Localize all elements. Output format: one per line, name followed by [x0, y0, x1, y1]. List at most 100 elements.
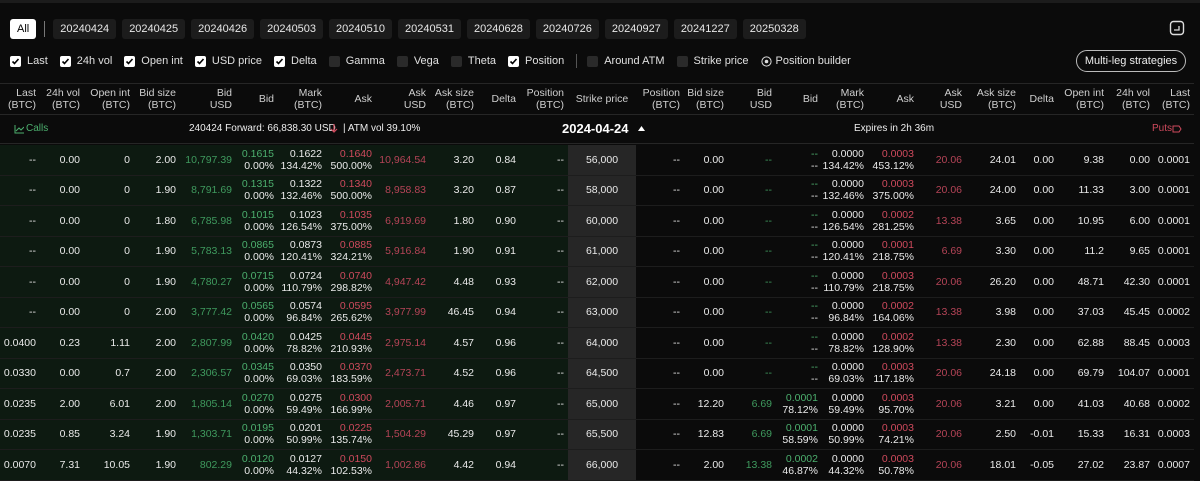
option[interactable]: Open int — [124, 55, 183, 67]
position-builder[interactable]: Position builder — [760, 55, 851, 67]
put-ask: 0.0003 95.70% — [868, 389, 918, 419]
call-ask: 0.1640 500.00% — [326, 145, 376, 175]
expiry-tab[interactable]: 20240726 — [535, 19, 599, 39]
put-ask: 0.0002 128.90% — [868, 328, 918, 358]
call-side-bg — [0, 297, 568, 327]
call-volume: 7.31 — [40, 450, 84, 480]
expiry-tab[interactable]: All — [10, 19, 37, 39]
cell-value: 0.00 — [1033, 214, 1054, 227]
call-last: 0.0235 — [0, 420, 40, 450]
cell-value: 23.87 — [1123, 458, 1150, 471]
cell-line: 132.46% — [822, 190, 864, 203]
call-side-bg — [0, 328, 568, 358]
expiry-tab[interactable]: 20240503 — [260, 19, 324, 39]
option[interactable]: Position — [508, 55, 564, 67]
column-header: Strike price — [575, 93, 629, 105]
option-row[interactable]: 0.0235 0.85 3.24 1.90 1,303.71 0.0195 0.00% 0.0… — [0, 419, 1194, 450]
option[interactable]: Gamma — [328, 55, 385, 67]
cell-line: -- — [811, 190, 818, 203]
option-row[interactable]: 0.0330 0.00 0.7 2.00 2,306.57 0.0345 0.00% 0.03… — [0, 358, 1194, 389]
option[interactable]: Vega — [396, 55, 439, 67]
column-header: Bid USD — [180, 84, 236, 114]
option[interactable]: 24h vol — [59, 55, 112, 67]
cell-value: 0.87 — [495, 184, 516, 197]
call-side-bg — [0, 450, 568, 480]
put-position: -- — [636, 298, 684, 328]
option-label: USD price — [211, 55, 262, 67]
option-label: Theta — [467, 55, 497, 67]
cell-value: 2.00 — [703, 458, 724, 471]
cell-line: 0.0000 — [831, 391, 864, 404]
strike-bg — [568, 297, 636, 327]
call-delta: 0.90 — [478, 206, 520, 236]
expiry-tab[interactable]: 20240927 — [604, 19, 668, 39]
option-row[interactable]: -- 0.00 0 1.80 6,785.98 0.1015 0.00% 0.1023 126.… — [0, 206, 1194, 237]
forward-price: 240424 Forward: 66,838.30 USD — [189, 123, 336, 134]
column-header-line: Bid — [802, 93, 818, 105]
option[interactable]: Theta — [450, 55, 497, 67]
column-header-line: Position — [642, 87, 680, 99]
cell-value: 1,504.29 — [385, 428, 426, 441]
cell-line: 50.78% — [878, 464, 914, 477]
call-position: -- — [520, 389, 568, 419]
put-bid-usd: 13.38 — [728, 450, 776, 480]
call-bid-usd: 8,791.69 — [180, 176, 236, 206]
cell-line: 78.12% — [782, 403, 818, 416]
expiry-date[interactable]: 2024-04-24 — [562, 121, 629, 136]
expiry-tab[interactable]: 20240425 — [122, 19, 186, 39]
option-row[interactable]: -- 0.00 0 1.90 8,791.69 0.1315 0.00% 0.1322 132.… — [0, 175, 1194, 206]
expiry-tab[interactable]: 20240424 — [53, 19, 117, 39]
option-row[interactable]: -- 0.00 0 2.00 10,797.39 0.1615 0.00% 0.1622 134… — [0, 145, 1194, 176]
call-last: 0.0070 — [0, 450, 40, 480]
call-bid-usd: 4,780.27 — [180, 267, 236, 297]
strike-bg — [568, 206, 636, 236]
option-row[interactable]: -- 0.00 0 2.00 3,777.42 0.0565 0.00% 0.0574 96.8… — [0, 297, 1194, 328]
option-row[interactable]: -- 0.00 0 1.90 4,780.27 0.0715 0.00% 0.0724 110.… — [0, 267, 1194, 298]
call-open-interest: 0 — [84, 206, 134, 236]
cell-value: 46.45 — [447, 306, 474, 319]
put-delta: 0.00 — [1020, 267, 1058, 297]
cell-value: 3,777.42 — [191, 306, 232, 319]
option-row[interactable]: -- 0.00 0 1.90 5,783.13 0.0865 0.00% 0.0873 120.… — [0, 236, 1194, 267]
expiry-tab[interactable]: 20240628 — [466, 19, 530, 39]
multi-leg-button[interactable]: Multi-leg strategies — [1076, 50, 1186, 72]
column-header: Mark (BTC) — [278, 84, 326, 114]
cell-line: 0.1322 — [289, 178, 322, 191]
option[interactable]: Delta — [274, 55, 317, 67]
option-row[interactable]: 0.0070 7.31 10.05 1.90 802.29 0.0120 0.00% 0.01… — [0, 450, 1194, 481]
cell-value: -- — [673, 214, 680, 227]
expand-icon[interactable] — [1169, 20, 1185, 36]
cell-line: -- — [811, 220, 818, 233]
expiry-tab[interactable]: 20240531 — [398, 19, 461, 39]
expiry-tab[interactable]: 20241227 — [673, 19, 737, 39]
cell-line: 134.42% — [280, 159, 322, 172]
column-header-line: (BTC) — [988, 99, 1016, 111]
cell-value: 0.84 — [495, 153, 516, 166]
expiry-tab[interactable]: 20240426 — [191, 19, 255, 39]
option-row[interactable]: 0.0235 2.00 6.01 2.00 1,805.14 0.0270 0.00% 0.0… — [0, 389, 1194, 420]
option[interactable]: USD price — [194, 55, 262, 67]
strike-bg — [568, 145, 636, 175]
call-side-bg — [0, 206, 568, 236]
option[interactable]: Around ATM — [587, 55, 665, 67]
cell-value: 0.0001 — [1157, 275, 1190, 288]
expiry-tab[interactable]: 20240510 — [329, 19, 392, 39]
column-header: Position (BTC) — [636, 84, 684, 114]
cell-line: 74.21% — [878, 434, 914, 447]
call-mark: 0.1322 132.46% — [278, 176, 326, 206]
atm-vol: | ATM vol 39.10% — [343, 123, 421, 134]
cell-value: 0.00 — [1033, 184, 1054, 197]
checkbox — [396, 55, 408, 67]
option[interactable]: Last — [10, 55, 48, 67]
column-header-line: Open int — [90, 87, 130, 99]
option-row[interactable]: 0.0400 0.23 1.11 2.00 2,807.99 0.0420 0.00% 0.0… — [0, 328, 1194, 359]
cell-value: -- — [29, 306, 36, 319]
cell-value: 24.18 — [989, 367, 1016, 380]
call-volume: 0.00 — [40, 267, 84, 297]
cell-value: 0 — [124, 275, 130, 288]
cell-value: 12.20 — [697, 397, 724, 410]
option[interactable]: Strike price — [676, 55, 749, 67]
put-mark: 0.0000 69.03% — [822, 359, 868, 389]
expiry-tab[interactable]: 20250328 — [742, 19, 806, 39]
cell-value: 1,002.86 — [385, 458, 426, 471]
